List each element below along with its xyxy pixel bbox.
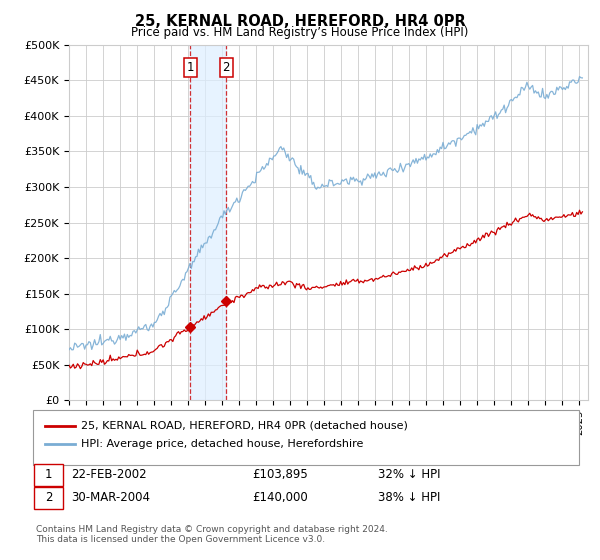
Text: 22-FEB-2002: 22-FEB-2002 — [71, 468, 146, 481]
Text: 25, KERNAL ROAD, HEREFORD, HR4 0PR: 25, KERNAL ROAD, HEREFORD, HR4 0PR — [134, 14, 466, 29]
Text: 32% ↓ HPI: 32% ↓ HPI — [378, 468, 440, 481]
Text: 30-MAR-2004: 30-MAR-2004 — [71, 491, 150, 504]
Text: 2: 2 — [45, 491, 52, 504]
Text: £103,895: £103,895 — [252, 468, 308, 481]
Text: 2: 2 — [223, 61, 230, 74]
Bar — [190, 45, 226, 400]
Text: 1: 1 — [45, 468, 52, 481]
Text: £140,000: £140,000 — [252, 491, 308, 504]
Text: Contains HM Land Registry data © Crown copyright and database right 2024.
This d: Contains HM Land Registry data © Crown c… — [36, 525, 388, 544]
Text: 38% ↓ HPI: 38% ↓ HPI — [378, 491, 440, 504]
Text: Price paid vs. HM Land Registry’s House Price Index (HPI): Price paid vs. HM Land Registry’s House … — [131, 26, 469, 39]
Text: HPI: Average price, detached house, Herefordshire: HPI: Average price, detached house, Here… — [81, 439, 364, 449]
Text: 25, KERNAL ROAD, HEREFORD, HR4 0PR (detached house): 25, KERNAL ROAD, HEREFORD, HR4 0PR (deta… — [81, 421, 408, 431]
Text: 1: 1 — [187, 61, 194, 74]
